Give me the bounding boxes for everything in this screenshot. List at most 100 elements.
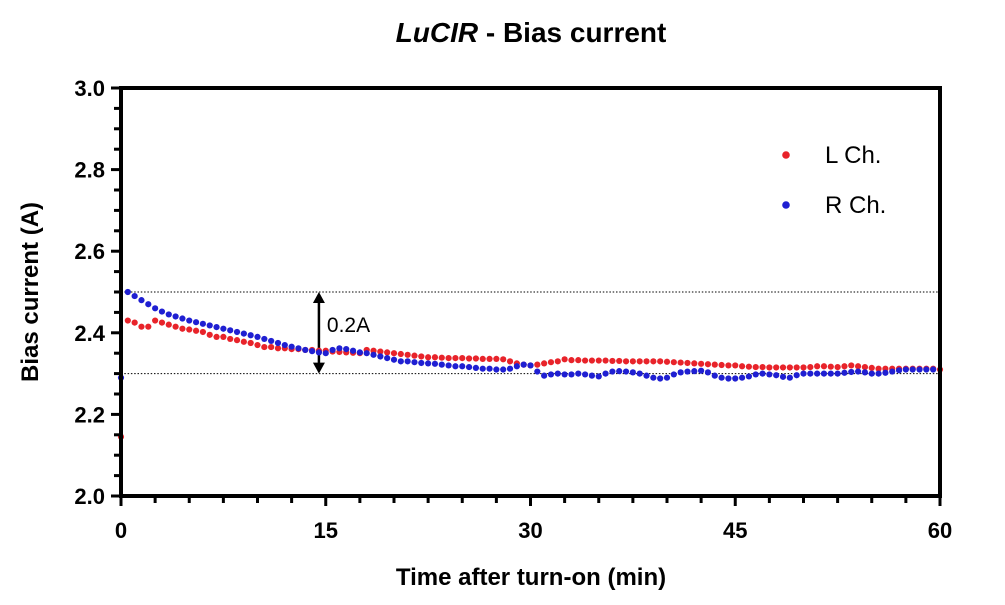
data-point — [868, 370, 875, 377]
annotation-arrow-head-down — [312, 362, 325, 374]
data-point — [609, 368, 616, 375]
data-point — [916, 366, 923, 373]
data-point — [718, 374, 725, 381]
data-point — [500, 356, 507, 363]
data-point — [438, 354, 445, 361]
data-point — [575, 357, 582, 364]
data-point — [629, 369, 636, 376]
data-point — [220, 325, 227, 332]
data-point — [309, 348, 316, 355]
data-point — [875, 365, 882, 372]
data-points — [117, 288, 944, 440]
data-point — [486, 365, 493, 372]
data-point — [786, 374, 793, 381]
legend: L Ch. R Ch. — [782, 142, 886, 219]
data-point — [233, 328, 241, 336]
data-point — [411, 352, 418, 359]
data-point — [800, 370, 807, 377]
data-point — [179, 325, 186, 332]
data-point — [445, 362, 452, 369]
data-point — [582, 371, 589, 378]
data-point — [233, 337, 241, 344]
y-axis-ticks: 2.0 2.2 2.4 2.6 2.8 3.0 — [74, 76, 121, 509]
data-point — [820, 363, 828, 370]
data-point — [800, 364, 807, 371]
data-point — [315, 349, 323, 356]
data-point — [131, 292, 138, 300]
data-point — [404, 358, 411, 365]
data-point — [745, 373, 753, 380]
data-point — [827, 370, 834, 377]
data-point — [274, 339, 282, 347]
data-point — [302, 346, 309, 354]
data-point — [725, 362, 732, 369]
y-tick-label: 2.6 — [74, 239, 105, 264]
data-point — [513, 363, 520, 370]
data-point — [124, 288, 131, 296]
data-point — [425, 354, 432, 361]
data-point — [732, 375, 739, 382]
data-point — [814, 363, 821, 370]
data-point — [452, 354, 459, 362]
data-point — [397, 350, 404, 358]
data-point — [752, 363, 759, 371]
data-point — [261, 343, 268, 351]
data-point — [172, 313, 179, 320]
data-point — [848, 362, 855, 369]
data-point — [506, 358, 514, 365]
data-point — [541, 372, 548, 379]
data-point — [506, 365, 514, 372]
data-point — [390, 356, 398, 363]
data-point — [855, 363, 862, 370]
data-point — [547, 359, 555, 366]
data-point — [902, 366, 909, 373]
data-point — [643, 358, 650, 365]
data-point — [773, 372, 780, 379]
data-point — [834, 370, 841, 377]
data-point — [738, 363, 746, 370]
data-point — [547, 371, 555, 378]
y-tick-label: 2.0 — [74, 484, 105, 509]
data-point — [663, 374, 671, 381]
data-point — [465, 363, 473, 371]
data-point — [622, 368, 630, 375]
data-point — [814, 370, 821, 377]
data-point — [527, 362, 534, 369]
data-point — [336, 345, 343, 352]
data-point — [677, 369, 684, 376]
series-r-ch — [117, 288, 937, 382]
data-point — [541, 360, 548, 367]
series-l-ch — [117, 317, 944, 440]
data-point — [759, 363, 766, 371]
data-point — [165, 311, 172, 318]
data-point — [766, 371, 773, 378]
data-point — [465, 355, 473, 362]
data-point — [575, 370, 582, 377]
data-point — [663, 358, 671, 365]
data-point — [704, 369, 712, 376]
data-point — [206, 322, 213, 329]
data-point — [268, 343, 275, 351]
data-point — [247, 332, 254, 339]
data-point — [152, 305, 159, 312]
data-point — [377, 348, 384, 355]
data-point — [411, 359, 418, 366]
data-point — [643, 372, 650, 379]
data-point — [875, 370, 882, 377]
data-point — [629, 358, 636, 365]
data-point — [520, 361, 527, 368]
data-point — [636, 370, 643, 377]
legend-marker-r-ch — [782, 201, 790, 209]
data-point — [779, 373, 787, 380]
data-point — [684, 359, 691, 367]
data-point — [192, 327, 200, 334]
data-point — [384, 349, 391, 356]
x-tick-label: 60 — [928, 518, 952, 543]
y-tick-label: 2.4 — [74, 321, 105, 346]
data-point — [670, 359, 677, 366]
data-point — [472, 355, 479, 362]
data-point — [274, 345, 282, 352]
data-point — [445, 354, 452, 362]
x-tick-label: 0 — [115, 518, 127, 543]
